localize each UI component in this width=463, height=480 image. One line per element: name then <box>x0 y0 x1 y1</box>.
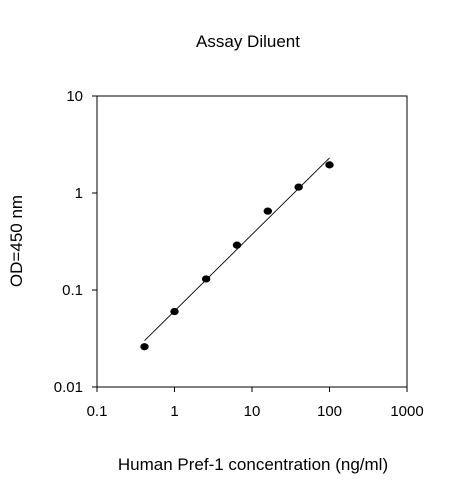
chart-title: Assay Diluent <box>196 32 300 51</box>
y-tick-label: 10 <box>66 88 83 105</box>
x-tick-label: 100 <box>317 403 342 420</box>
data-point <box>140 343 149 351</box>
y-tick-label: 0.01 <box>54 379 83 396</box>
data-points <box>140 161 334 351</box>
data-point <box>170 307 179 316</box>
x-tick-label: 0.1 <box>87 403 108 420</box>
y-tick-label: 1 <box>75 185 83 202</box>
data-point <box>294 183 303 191</box>
y-axis-label: OD=450 nm <box>7 195 26 287</box>
x-axis: 0.1 1 10 100 1000 <box>87 387 424 420</box>
data-point <box>232 241 242 249</box>
x-tick-label: 10 <box>244 403 261 420</box>
x-axis-label: Human Pref-1 concentration (ng/ml) <box>118 455 388 474</box>
data-point <box>263 207 273 215</box>
y-tick-label: 0.1 <box>62 282 83 299</box>
y-axis: 0.01 0.1 1 10 <box>54 88 97 396</box>
data-point <box>325 161 334 169</box>
data-point <box>201 275 211 283</box>
x-tick-label: 1 <box>170 403 178 420</box>
x-tick-label: 1000 <box>390 403 423 420</box>
